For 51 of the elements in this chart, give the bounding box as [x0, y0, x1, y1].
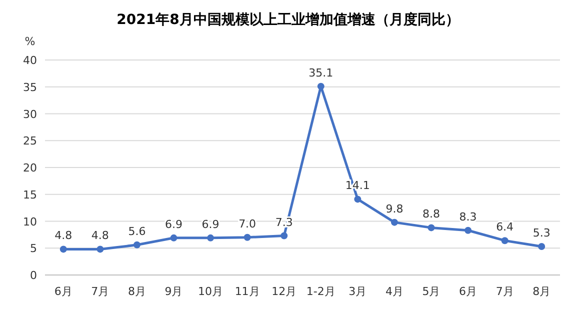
point: [501, 237, 508, 244]
x-tick-label: 10月: [198, 285, 224, 298]
point: [280, 232, 288, 240]
x-tick-label: 3月: [348, 285, 367, 298]
y-tick-label: 25: [23, 134, 37, 148]
point: [354, 196, 362, 203]
data-label: 8.3: [459, 210, 477, 224]
x-tick-label: 6月: [459, 285, 478, 298]
y-axis-title: %: [24, 35, 36, 48]
chart-title: 2021年8月中国规模以上工业增加值增速（月度同比）: [116, 11, 460, 28]
x-tick-label: 5月: [422, 285, 440, 298]
y-tick-label: 10: [23, 215, 37, 228]
x-tick-label: 9月: [164, 285, 183, 298]
point: [244, 234, 251, 241]
point: [390, 218, 398, 226]
x-tick-label: 6月: [54, 285, 72, 298]
x-tick-label: 12月: [272, 285, 297, 298]
data-label: 5.3: [532, 226, 550, 240]
point: [428, 224, 435, 232]
y-tick-label: 20: [23, 162, 37, 174]
point: [317, 82, 324, 90]
y-tick-label: 5: [30, 242, 37, 256]
data-label: 9.8: [386, 202, 404, 216]
y-tick-label: 15: [23, 188, 37, 202]
data-label: 6.9: [202, 218, 220, 231]
point: [538, 243, 546, 250]
x-tick-label: 1-2月: [306, 285, 336, 298]
x-tick-label: 4月: [385, 285, 404, 298]
y-tick-label: 35: [23, 80, 37, 94]
data-label: 35.1: [308, 66, 334, 80]
y-tick-label: 0: [30, 269, 37, 282]
data-label: 5.6: [128, 224, 146, 238]
data-label: 4.8: [91, 229, 109, 242]
y-tick-label: 40: [23, 54, 37, 67]
x-tick-label: 7月: [91, 285, 110, 298]
data-label: 6.4: [496, 220, 514, 234]
point: [464, 226, 472, 234]
data-label: 6.9: [165, 218, 182, 231]
y-tick-label: 30: [23, 108, 37, 121]
point: [170, 234, 178, 242]
data-label: 7.0: [238, 217, 256, 230]
x-tick-label: 7月: [496, 285, 514, 298]
x-tick-label: 8月: [532, 285, 551, 298]
data-label: 4.8: [54, 229, 72, 242]
point: [60, 246, 67, 253]
point: [207, 234, 214, 242]
point: [133, 241, 140, 248]
data-label: 8.8: [422, 208, 440, 221]
x-tick-label: 11月: [234, 285, 260, 298]
x-tick-label: 8月: [128, 285, 146, 298]
point: [96, 246, 104, 253]
